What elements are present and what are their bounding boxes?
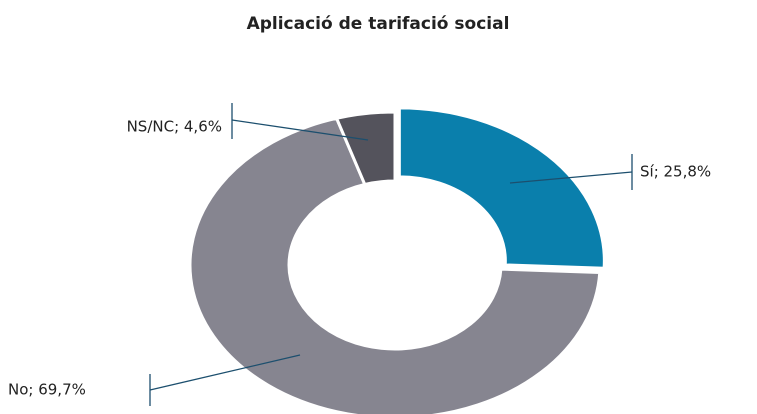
leader-line xyxy=(231,119,369,141)
chart-title: Aplicació de tarifació social xyxy=(247,14,510,34)
leader-line xyxy=(149,354,301,391)
data-label: NS/NC; 4,6% xyxy=(127,118,222,136)
data-label: No; 69,7% xyxy=(8,381,86,399)
data-label: Sí; 25,8% xyxy=(640,163,711,181)
donut-slice xyxy=(397,106,606,270)
leader-line xyxy=(509,171,633,184)
donut-slice xyxy=(334,110,397,187)
donut-slice xyxy=(188,116,602,414)
